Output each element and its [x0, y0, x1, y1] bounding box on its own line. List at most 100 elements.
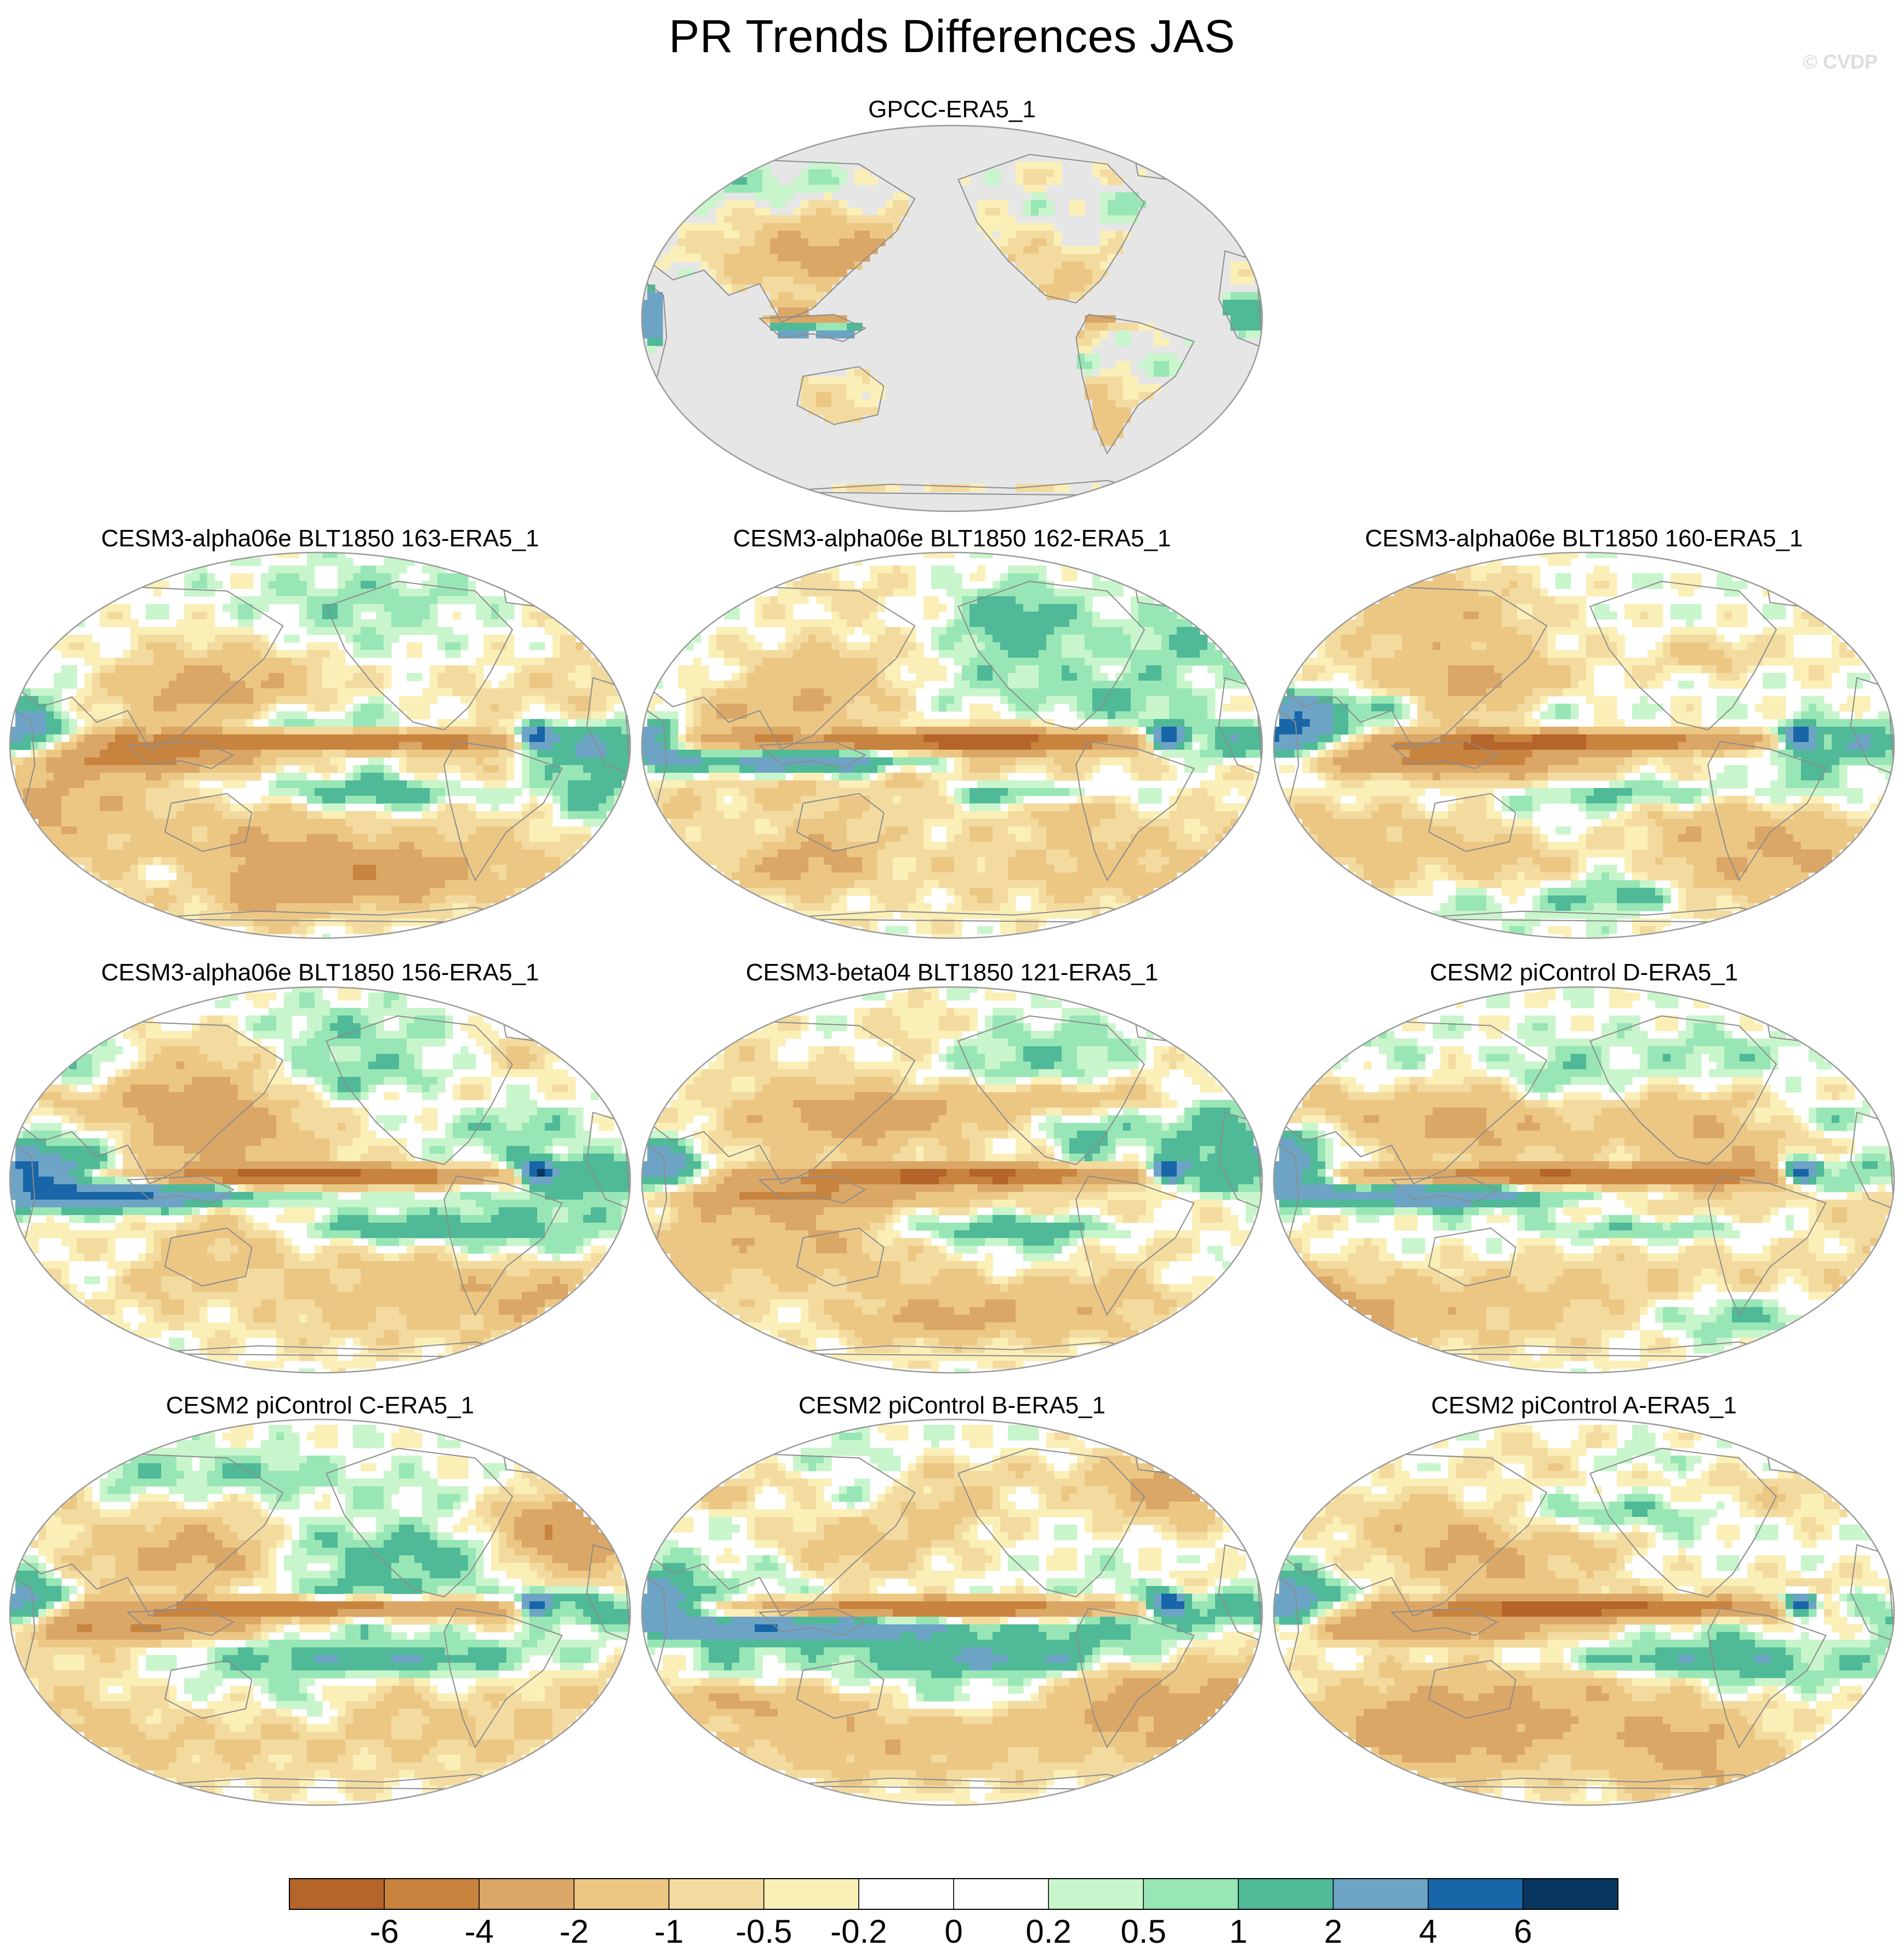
field-cell [491, 734, 499, 743]
field-cell [1108, 581, 1116, 589]
field-cell [284, 788, 292, 796]
field-cell [253, 711, 261, 720]
field-cell [292, 918, 300, 927]
field-cell [130, 857, 139, 865]
field-cell [1046, 208, 1054, 216]
field-cell [1046, 696, 1054, 704]
field-cell [739, 246, 748, 254]
field-cell [870, 658, 878, 666]
field-cell [693, 727, 702, 735]
field-cell [161, 849, 169, 858]
field-cell [315, 727, 323, 735]
field-cell [854, 727, 863, 735]
field-cell [1230, 323, 1239, 331]
field-cell [315, 604, 323, 612]
field-cell [453, 780, 461, 789]
field-cell [1023, 673, 1031, 681]
field-cell [1085, 681, 1093, 689]
field-cell [793, 284, 801, 293]
field-cell [701, 238, 709, 247]
field-cell [762, 734, 771, 743]
field-cell [199, 872, 208, 881]
field-cell [207, 581, 215, 589]
field-cell [246, 688, 254, 697]
field-cell [770, 711, 778, 720]
field-cell [261, 911, 269, 919]
field-cell [1039, 635, 1047, 643]
field-cell [299, 711, 307, 720]
field-cell [460, 765, 469, 773]
field-cell [1123, 192, 1131, 201]
field-cell [100, 834, 108, 842]
field-cell [716, 208, 725, 216]
field-cell [732, 711, 740, 720]
field-cell [430, 765, 438, 773]
field-cell [762, 208, 771, 216]
field-cell [422, 589, 430, 597]
field-cell [215, 734, 223, 743]
field-cell [292, 742, 300, 750]
field-cell [1069, 619, 1078, 627]
field-cell [299, 665, 307, 674]
field-cell [1092, 407, 1101, 415]
field-cell [207, 834, 215, 842]
field-cell [483, 849, 492, 858]
field-cell [460, 865, 469, 873]
field-cell [939, 650, 947, 658]
field-cell [1054, 665, 1062, 674]
field-cell [908, 734, 916, 743]
field-cell [476, 765, 484, 773]
field-cell [146, 826, 154, 835]
field-cell [199, 727, 208, 735]
field-cell [199, 757, 208, 766]
field-cell [10, 757, 16, 766]
field-cell [1138, 392, 1147, 400]
field-cell [568, 826, 576, 835]
field-cell [732, 284, 740, 293]
field-cell [816, 635, 824, 643]
field-cell [1031, 573, 1039, 581]
field-cell [839, 177, 847, 185]
field-cell [693, 688, 702, 697]
field-cell [1115, 727, 1124, 735]
field-cell [762, 696, 771, 704]
field-cell [345, 857, 354, 865]
field-cell [514, 811, 522, 819]
field-cell [1115, 392, 1124, 400]
field-cell [908, 650, 916, 658]
field-cell [1161, 673, 1170, 681]
field-cell [970, 727, 978, 735]
field-cell [1154, 650, 1162, 658]
field-cell [445, 888, 453, 896]
field-cell [499, 849, 507, 858]
field-cell [276, 596, 284, 604]
field-cell [778, 719, 786, 727]
field-cell [261, 589, 269, 597]
field-cell [161, 642, 169, 651]
field-cell [315, 673, 323, 681]
field-cell [801, 208, 809, 216]
field-cell [962, 642, 970, 651]
field-cell [1177, 658, 1185, 666]
field-cell [1146, 361, 1154, 369]
field-cell [460, 673, 469, 681]
field-cell [215, 888, 223, 896]
field-cell [1031, 231, 1039, 239]
field-cell [338, 880, 346, 888]
field-cell [739, 734, 748, 743]
field-cell [545, 742, 553, 750]
field-cell [747, 742, 755, 750]
field-cell [468, 880, 476, 888]
field-cell [801, 704, 809, 712]
field-cell [970, 681, 978, 689]
field-cell [801, 223, 809, 231]
field-cell [591, 665, 599, 674]
field-cell [732, 681, 740, 689]
field-cell [77, 773, 85, 781]
field-cell [824, 650, 832, 658]
field-cell [161, 673, 169, 681]
field-cell [130, 642, 139, 651]
field-cell [468, 842, 476, 850]
field-cell [847, 650, 855, 658]
field-cell [1146, 696, 1154, 704]
